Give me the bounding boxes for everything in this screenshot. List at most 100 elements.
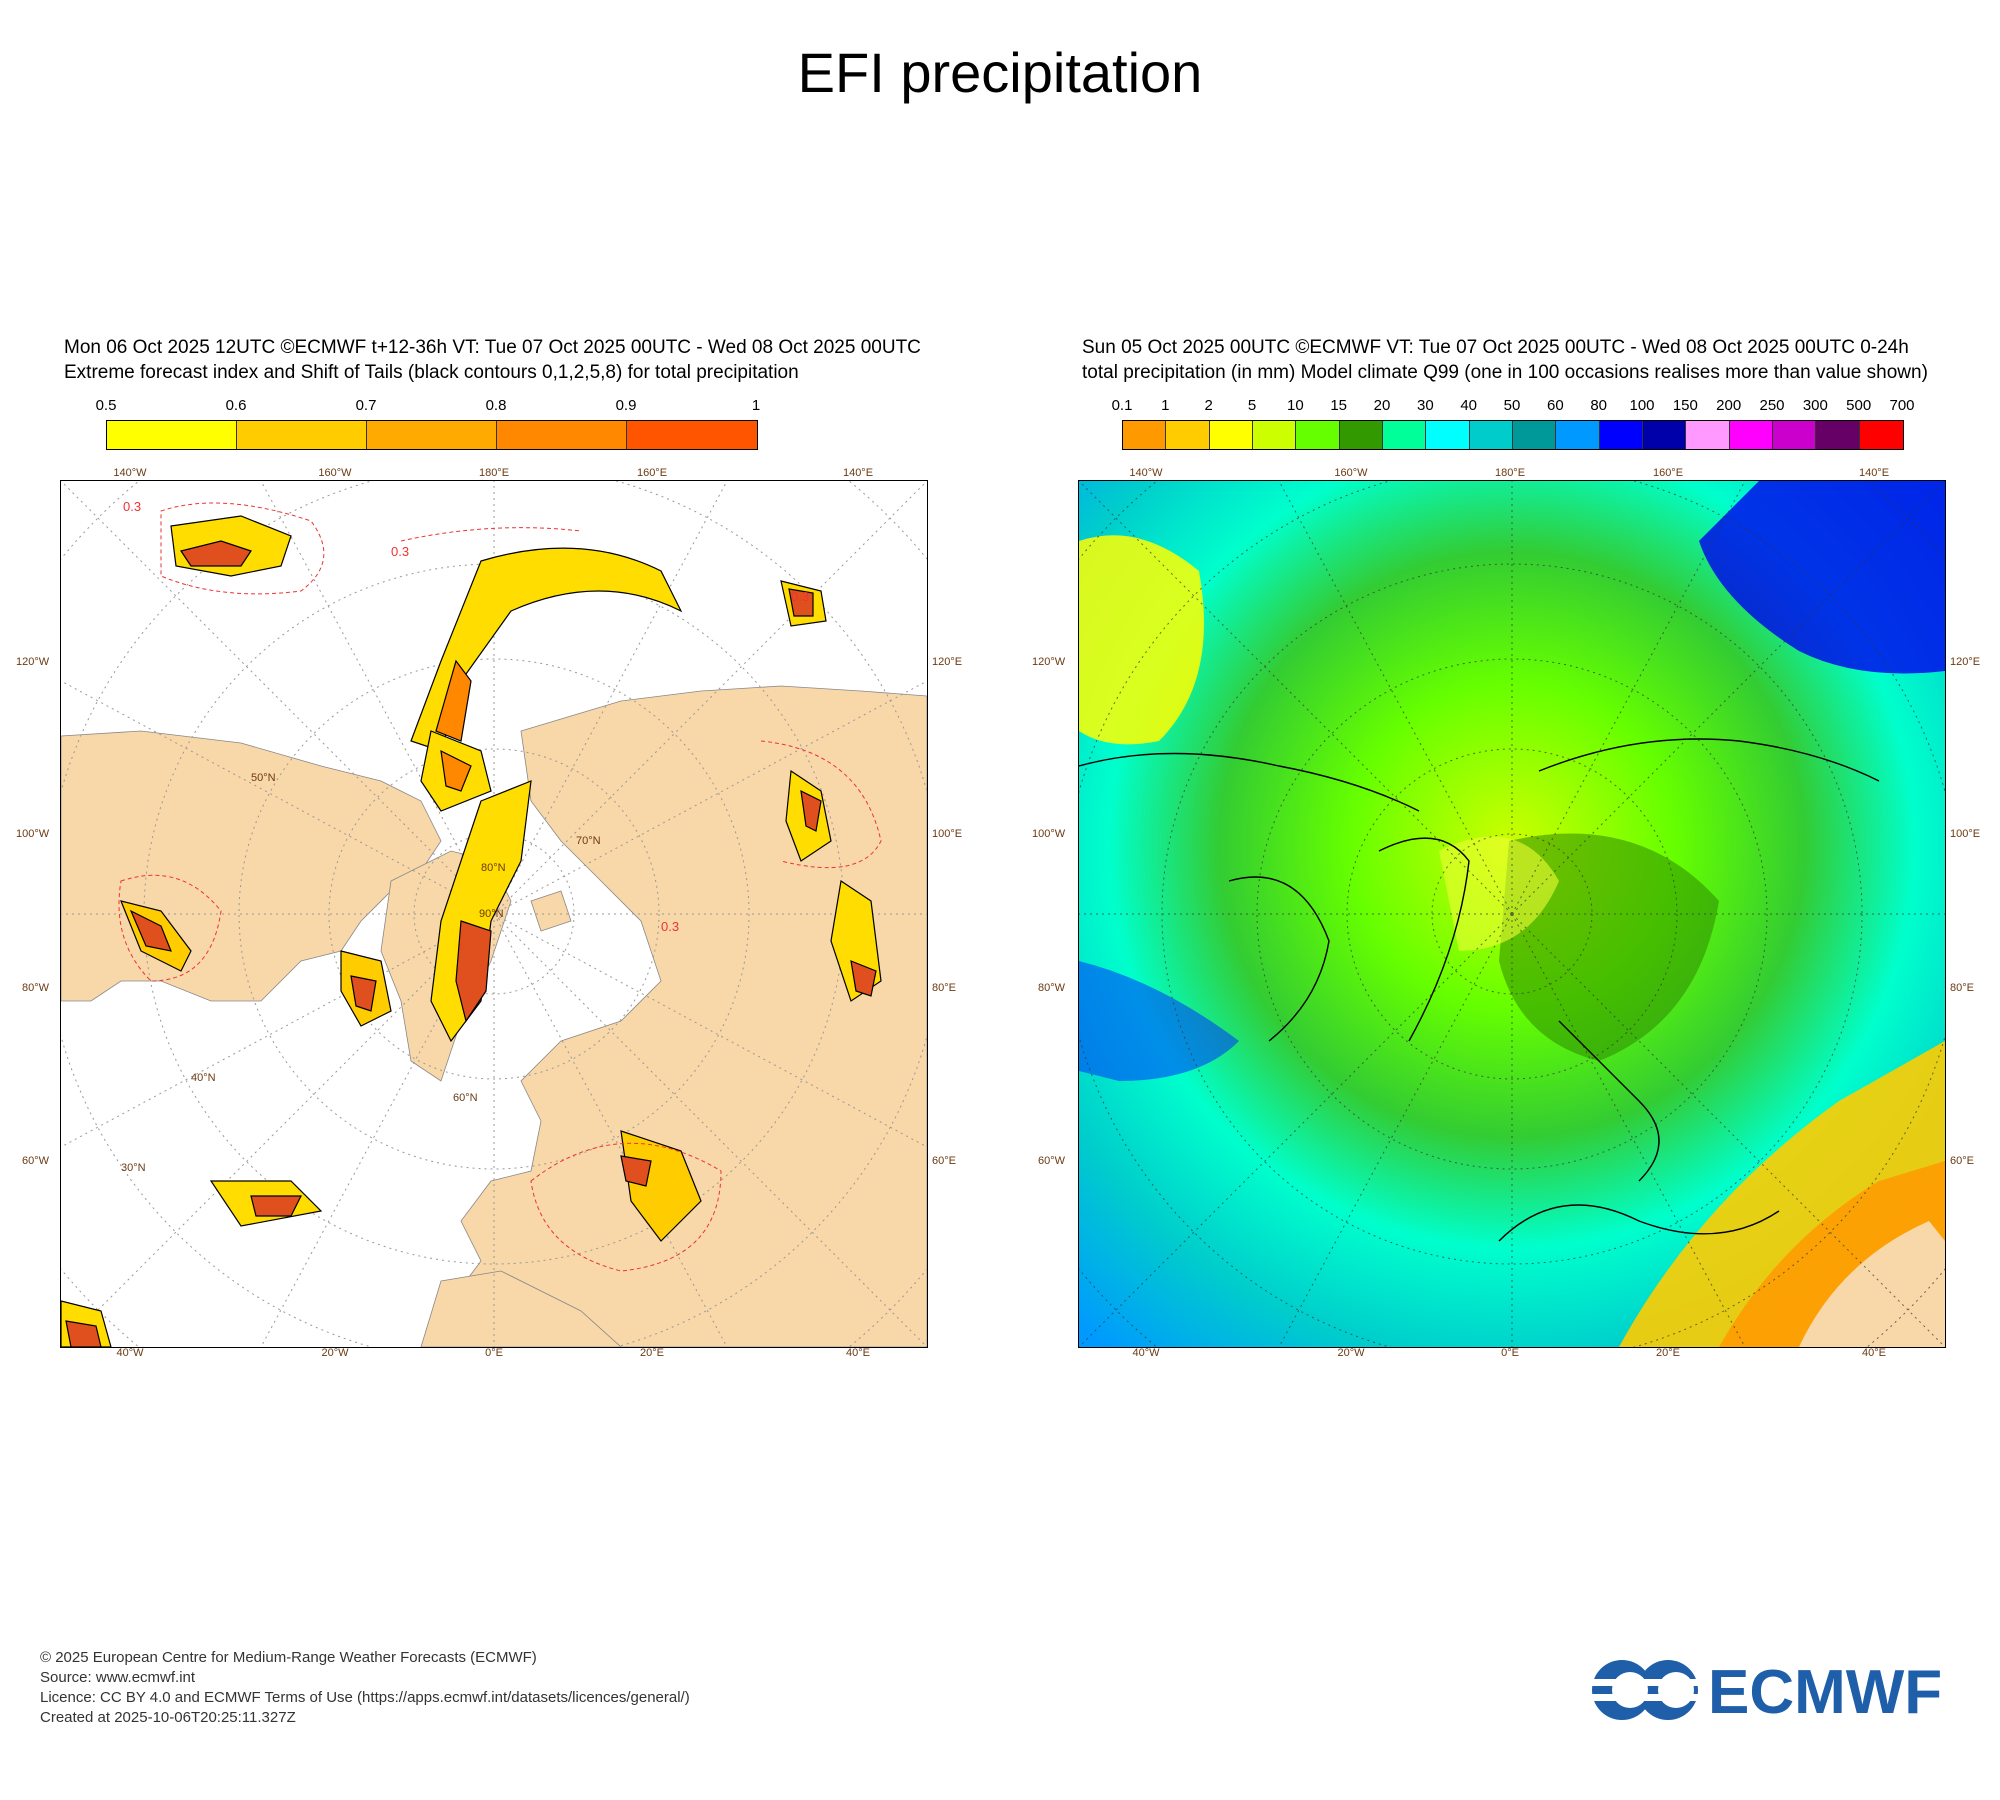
colorbar-tick-label: 0.9 (615, 397, 637, 414)
parallel-label: 80°N (481, 862, 506, 874)
lon-label: 20°W (1337, 1347, 1365, 1359)
colorbar-tick-label: 80 (1590, 397, 1607, 414)
contour-label: 0.3 (123, 499, 141, 514)
colorbar-swatch (1209, 421, 1253, 449)
q99-colorbar-ticks: 0.1 1 2 5 10 15 20 30 40 50 60 80 100 150 200 250 300 500… (1112, 397, 1915, 417)
ecmwf-logo: ECMWF (1590, 1658, 1942, 1725)
parallel-label: 60°N (453, 1092, 478, 1104)
colorbar-swatch (107, 421, 237, 449)
colorbar-tick-label: 150 (1672, 397, 1698, 414)
contour-label: 0.3 (391, 544, 409, 559)
colorbar-tick-label: 300 (1802, 397, 1828, 414)
lon-label: 140°E (1858, 467, 1890, 479)
footer: © 2025 European Centre for Medium-Range … (40, 1648, 690, 1728)
colorbar-tick-label: 10 (1286, 397, 1304, 414)
colorbar-tick-label: 40 (1460, 397, 1477, 414)
lon-label: 40°W (116, 1347, 144, 1359)
lat-label: 80°W (1038, 982, 1066, 994)
lon-label: 180°E (1494, 467, 1526, 479)
colorbar-swatch (1729, 421, 1773, 449)
colorbar-tick-label: 15 (1330, 397, 1347, 414)
ecmwf-logo-text: ECMWF (1708, 1658, 1942, 1725)
colorbar-tick-label: 2 (1204, 397, 1213, 414)
lon-label: 0°E (485, 1347, 503, 1359)
colorbar-tick-label: 0.8 (485, 397, 507, 414)
efi-map-canvas: 0.3 0.3 0.3 0.3 30°N 40°N 50°N 60°N 70°N… (61, 481, 927, 1347)
lat-label: 120°W (1032, 656, 1066, 668)
lon-label: 140°W (113, 467, 147, 479)
lat-label: 120°W (16, 656, 50, 668)
colorbar-swatch (1252, 421, 1297, 449)
colorbar-swatch (1123, 421, 1167, 449)
efi-header-line2: Extreme forecast index and Shift of Tail… (64, 362, 799, 383)
lat-label: 80°E (1950, 982, 1974, 994)
efi-panel: Mon 06 Oct 2025 12UTC ©ECMWF t+12-36h VT… (16, 335, 962, 1365)
colorbar-swatch (1469, 421, 1513, 449)
q99-header-line2: total precipitation (in mm) Model climat… (1082, 362, 1928, 383)
lon-label: 40°E (1862, 1347, 1886, 1359)
q99-sahara (1799, 1221, 1945, 1347)
colorbar-tick-label: 100 (1629, 397, 1655, 414)
contour-label: 0.3 (791, 589, 809, 604)
q99-map-canvas (1079, 481, 1945, 1347)
colorbar-tick-label: 50 (1503, 397, 1521, 414)
colorbar-tick-label: 0.7 (355, 397, 377, 414)
colorbar-swatch (1512, 421, 1557, 449)
lon-label: 160°E (636, 467, 668, 479)
colorbar-tick-label: 1 (1161, 397, 1170, 414)
colorbar-tick-label: 0.6 (225, 397, 247, 414)
lat-label: 60°E (1950, 1155, 1974, 1167)
lat-label: 60°E (932, 1155, 956, 1167)
colorbar-swatch (1686, 421, 1730, 449)
lon-label: 40°E (846, 1347, 870, 1359)
lon-label: 40°W (1132, 1347, 1160, 1359)
colorbar-swatch (1642, 421, 1687, 449)
lat-label: 60°W (1038, 1155, 1066, 1167)
footer-copyright: © 2025 European Centre for Medium-Range … (40, 1649, 537, 1666)
q99-blue-pacific (1699, 481, 1945, 674)
q99-header-line1: Sun 05 Oct 2025 00UTC ©ECMWF VT: Tue 07 … (1082, 337, 1909, 358)
lat-label: 120°E (932, 656, 963, 668)
q99-yellow-pacific (1079, 535, 1204, 745)
colorbar-tick-label: 5 (1247, 397, 1257, 414)
lat-label: 80°E (932, 982, 956, 994)
q99-panel: Sun 05 Oct 2025 00UTC ©ECMWF VT: Tue 07 … (1032, 335, 1980, 1365)
q99-map (1078, 480, 1946, 1348)
colorbar-swatch (627, 421, 757, 449)
colorbar-swatch (1859, 421, 1903, 449)
lon-label: 160°W (318, 467, 352, 479)
colorbar-swatch (1166, 421, 1210, 449)
colorbar-swatch (367, 421, 497, 449)
q99-blue-atlantic (1079, 961, 1239, 1081)
land-africa (420, 1270, 622, 1347)
colorbar-tick-label: 20 (1373, 397, 1391, 414)
q99-colorbar (1122, 420, 1904, 450)
colorbar-swatch (1339, 421, 1383, 449)
colorbar-swatch (237, 421, 367, 449)
colorbar-tick-label: 250 (1759, 397, 1785, 414)
lon-label: 20°E (1656, 1347, 1680, 1359)
lon-label: 140°E (842, 467, 874, 479)
lon-label: 20°E (640, 1347, 664, 1359)
colorbar-swatch (1382, 421, 1427, 449)
parallel-label: 40°N (191, 1072, 216, 1084)
lat-label: 100°E (932, 828, 963, 840)
colorbar-tick-label: 1 (751, 397, 761, 414)
page-title: EFI precipitation (797, 41, 1203, 104)
colorbar-tick-label: 0.5 (95, 397, 117, 414)
colorbar-swatch (497, 421, 627, 449)
colorbar-swatch (1296, 421, 1340, 449)
lon-label: 160°W (1334, 467, 1368, 479)
land-svalbard (530, 890, 572, 932)
lon-label: 160°E (1652, 467, 1684, 479)
contour-label: 0.3 (661, 919, 679, 934)
colorbar-tick-label: 700 (1889, 397, 1915, 414)
lat-label: 120°E (1950, 656, 1981, 668)
efi-anomalies (61, 515, 882, 1347)
colorbar-tick-label: 200 (1716, 397, 1742, 414)
efi-colorbar-ticks: 0.5 0.6 0.7 0.8 0.9 1 (96, 397, 761, 417)
lat-label: 100°E (1950, 828, 1981, 840)
colorbar-swatch (1772, 421, 1817, 449)
colorbar-swatch (1556, 421, 1600, 449)
lat-label: 100°W (1032, 828, 1066, 840)
